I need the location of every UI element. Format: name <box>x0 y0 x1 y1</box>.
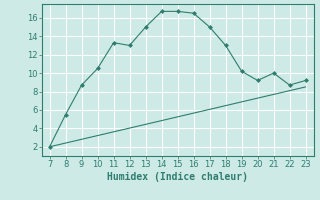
X-axis label: Humidex (Indice chaleur): Humidex (Indice chaleur) <box>107 172 248 182</box>
